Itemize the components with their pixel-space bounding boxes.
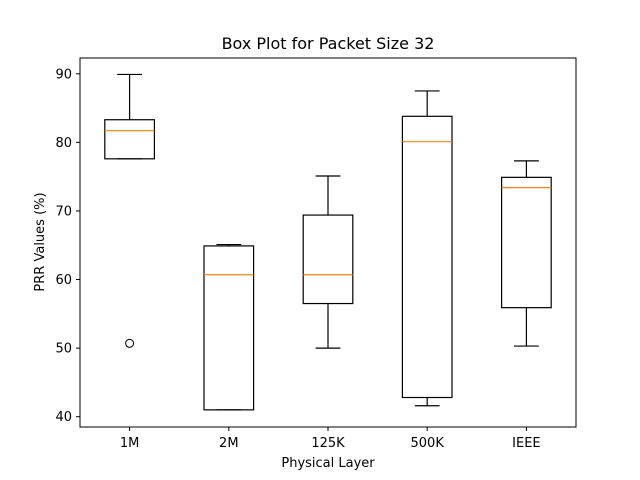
x-tick-label: 1M — [120, 436, 140, 451]
y-axis: 40 50 60 70 80 90 — [55, 67, 80, 425]
plot-frame — [79, 57, 577, 428]
iqr-box — [302, 214, 354, 305]
plot-area — [80, 58, 576, 427]
box-marks — [104, 73, 552, 411]
iqr-box — [203, 245, 255, 411]
y-tick-label: 70 — [55, 204, 72, 219]
x-axis: 1M 2M 125K 500K IEEE — [120, 427, 541, 451]
chart-title: Box Plot for Packet Size 32 — [222, 34, 435, 53]
x-tick-label: 2M — [219, 436, 239, 451]
x-tick-label: 125K — [311, 436, 345, 451]
box-group-125K — [302, 175, 354, 349]
box-group-1M — [104, 73, 156, 348]
x-axis-label: Physical Layer — [281, 456, 375, 471]
y-tick-label: 80 — [55, 136, 72, 151]
iqr-box — [401, 115, 453, 399]
outlier-point — [125, 338, 135, 348]
y-tick-label: 50 — [55, 342, 72, 357]
box-group-500K — [401, 90, 453, 407]
y-axis-label: PRR Values (%) — [33, 192, 48, 291]
y-tick-label: 90 — [55, 67, 72, 82]
x-tick-label: 500K — [411, 436, 445, 451]
y-tick-label: 40 — [55, 410, 72, 425]
iqr-box — [501, 176, 552, 309]
box-group-2M — [203, 243, 255, 411]
x-tick-label: IEEE — [512, 436, 540, 451]
box-group-IEEE — [501, 160, 552, 347]
iqr-box — [104, 119, 156, 160]
y-tick-label: 60 — [55, 273, 72, 288]
